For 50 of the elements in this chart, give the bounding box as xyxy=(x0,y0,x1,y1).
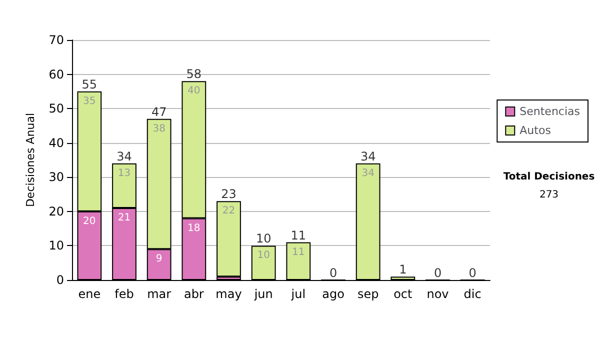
data-label: 40 xyxy=(188,86,200,97)
y-axis-title: Decisiones Anual xyxy=(24,112,37,208)
data-label: 35 xyxy=(83,96,96,107)
x-tick-label: mar xyxy=(147,287,172,301)
total-label: 34 xyxy=(116,149,132,164)
data-label: 22 xyxy=(222,206,236,217)
total-label: 58 xyxy=(186,67,202,82)
total-label: 55 xyxy=(82,77,98,92)
total-label: 0 xyxy=(434,266,442,280)
total-label: 23 xyxy=(221,187,236,202)
total-label: 11 xyxy=(290,228,306,242)
x-tick-label: abr xyxy=(184,287,204,301)
total-label: 1 xyxy=(399,262,407,277)
data-label: 21 xyxy=(118,212,131,224)
y-tick-label: 10 xyxy=(48,238,64,253)
data-label: 18 xyxy=(188,222,200,234)
total-label: 47 xyxy=(151,104,167,119)
y-tick-label: 70 xyxy=(48,33,64,47)
y-tick-label: 50 xyxy=(48,102,64,116)
x-tick-label: jul xyxy=(290,287,306,301)
y-tick-label: 40 xyxy=(48,136,64,150)
data-label: 13 xyxy=(118,168,131,179)
data-label: 34 xyxy=(362,168,374,179)
x-tick-label: ago xyxy=(322,287,344,301)
x-tick-label: feb xyxy=(114,287,134,301)
total-label: 10 xyxy=(256,232,272,246)
legend-label: Sentencias xyxy=(520,105,580,118)
bar xyxy=(216,201,241,277)
data-label: 11 xyxy=(292,246,305,258)
total-label: 0 xyxy=(468,266,476,280)
y-tick-label: 60 xyxy=(48,67,64,82)
x-tick-label: sep xyxy=(357,287,379,301)
data-label: 10 xyxy=(257,250,270,262)
y-tick-label: 0 xyxy=(56,273,64,287)
x-tick-label: may xyxy=(216,287,242,301)
x-tick-label: jun xyxy=(253,287,273,301)
total-label: 34 xyxy=(360,149,376,164)
data-label: 20 xyxy=(83,216,96,227)
text: Total Decisiones xyxy=(503,172,595,182)
x-tick-label: oct xyxy=(394,287,413,301)
legend-label: Autos xyxy=(520,124,552,137)
total-label: 0 xyxy=(329,266,338,280)
data-label: 38 xyxy=(152,123,166,134)
x-tick-label: nov xyxy=(426,287,449,301)
y-tick-label: 20 xyxy=(48,204,64,218)
x-tick-label: ene xyxy=(78,287,101,301)
data-label: 9 xyxy=(156,254,162,265)
y-tick-label: 30 xyxy=(48,170,64,184)
x-tick-label: dic xyxy=(464,287,482,301)
text: 273 xyxy=(539,190,559,200)
